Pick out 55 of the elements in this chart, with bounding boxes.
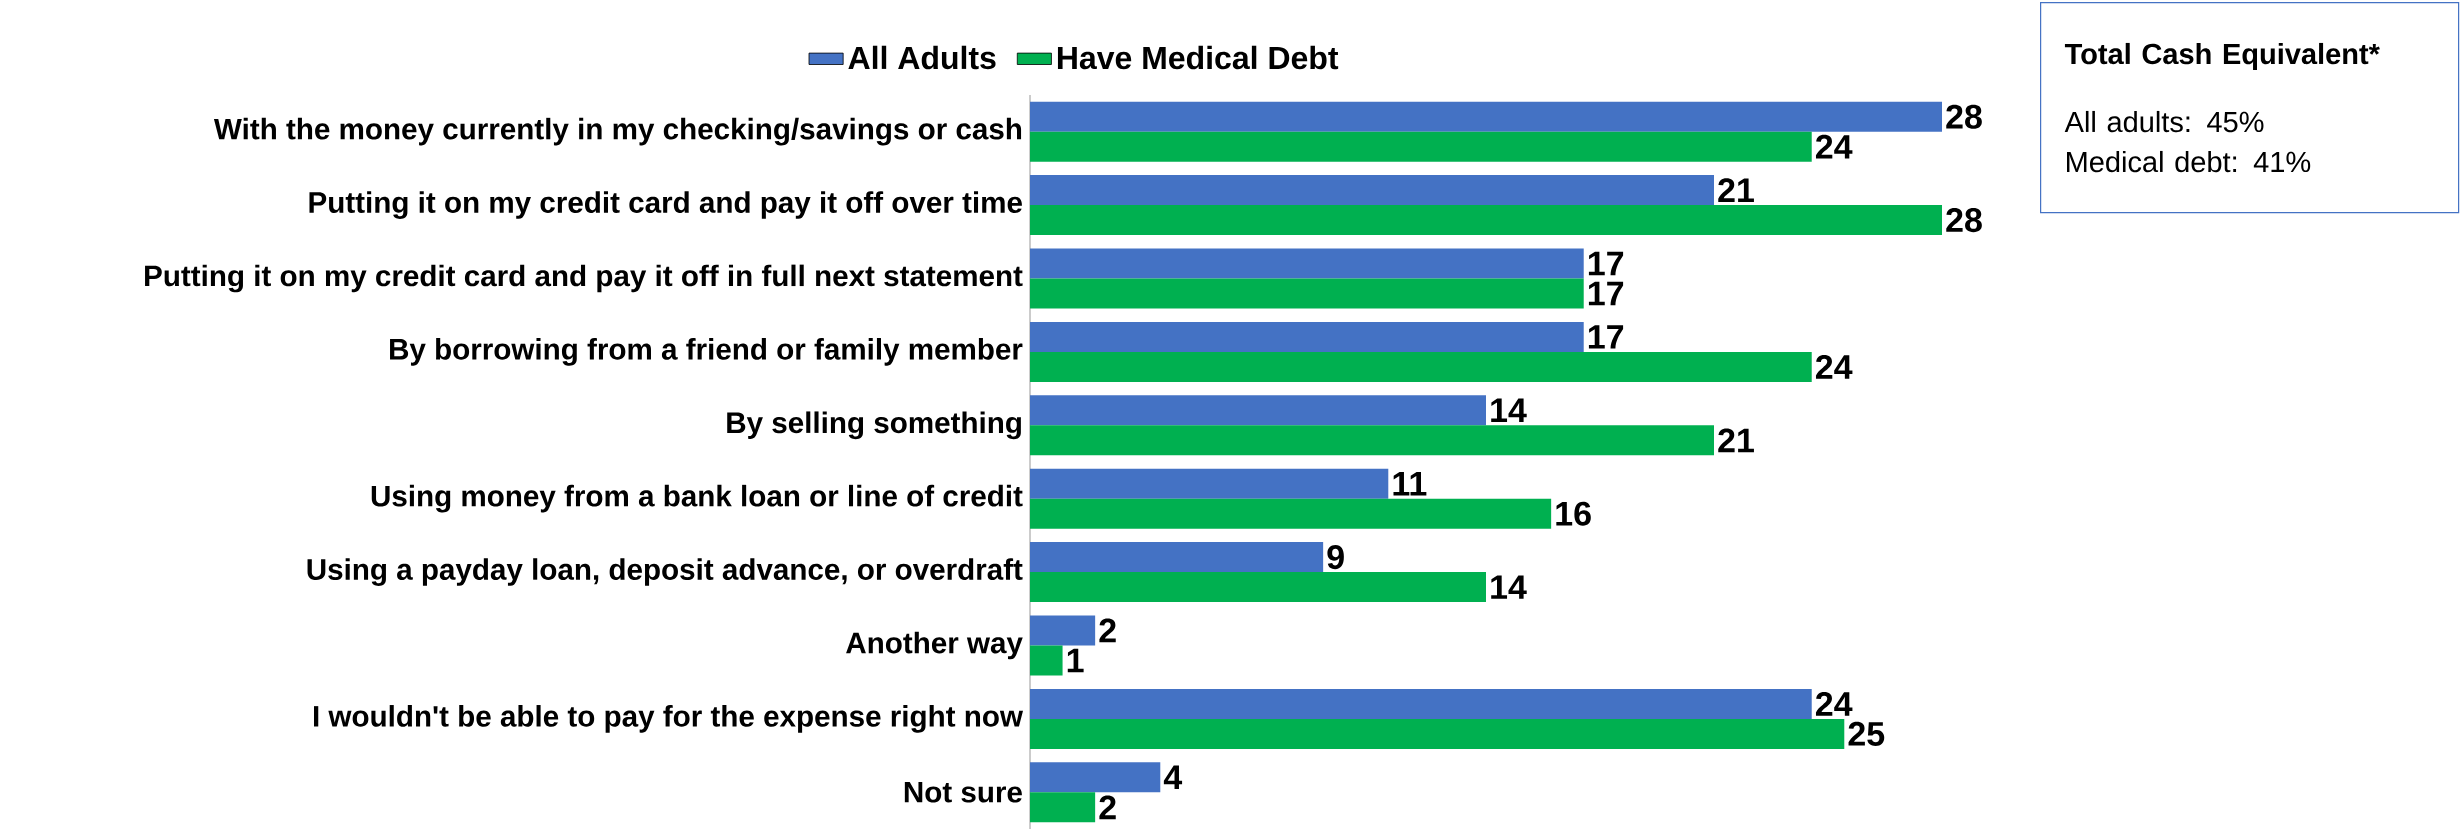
y-tick-label: With the money currently in my checking/savings or cash [213,117,1022,146]
bar [1030,101,1943,132]
y-tick-label: Putting it on my credit card and pay it off in full next statement [145,264,1023,293]
y-tick-label: I wouldn't be able to pay for the expense right now [313,705,1024,733]
bar [1030,468,1389,499]
bar [1030,205,1943,236]
data-label: 17 [1588,281,1624,306]
data-label: 17 [1588,325,1624,349]
data-label: 17 [1588,251,1624,276]
bar [1030,498,1552,529]
data-label: 21 [1718,178,1754,202]
data-label: 24 [1815,692,1853,716]
bar [1030,278,1584,309]
bar [1030,131,1812,162]
bar [1030,351,1812,382]
bar [1030,572,1486,603]
text: Medical debt: 41% [2067,150,2311,173]
data-label: 28 [1946,208,1982,233]
data-label: 28 [1946,104,1982,129]
bar [1030,248,1584,279]
bar [1030,645,1063,676]
y-tick-label: Putting it on my credit card and pay it off over time [309,191,1022,219]
bar [1030,688,1812,719]
y-tick-label: By borrowing from a friend or family member [390,338,1023,366]
data-label: 25 [1848,721,1885,746]
data-label: 4 [1163,765,1183,789]
bar [1030,792,1096,823]
data-label: 16 [1556,501,1591,526]
data-label: 11 [1393,471,1427,496]
y-tick-label: Not sure [904,781,1022,803]
data-label: 2 [1099,795,1116,820]
y-tick-label: By selling something [727,411,1021,440]
data-label: 24 [1815,355,1853,379]
bar [1030,425,1715,456]
bar [1030,762,1161,793]
bar [1030,542,1324,573]
legend-label: All Adults [848,45,996,70]
y-tick-label: Using a payday loan, deposit advance, or overdraft [307,558,1023,586]
data-label: 1 [1067,648,1084,673]
bar [1030,718,1845,749]
data-label: 9 [1327,545,1344,570]
bar [1030,175,1715,206]
data-label: 21 [1718,428,1754,453]
y-tick-label: Using money from a bank loan or line of credit [371,484,1023,513]
data-label: 14 [1491,398,1527,422]
bar [1030,615,1096,646]
bar [1030,395,1486,426]
legend-label: Have Medical Debt [1057,45,1339,70]
y-tick-label: Another way [846,631,1023,660]
data-label: 14 [1491,575,1527,599]
bar [1030,321,1584,352]
data-label: 2 [1099,618,1116,643]
data-label: 24 [1815,134,1853,159]
text: Total Cash Equivalent* [2064,42,2380,70]
text: All adults: 45% [2064,110,2264,133]
